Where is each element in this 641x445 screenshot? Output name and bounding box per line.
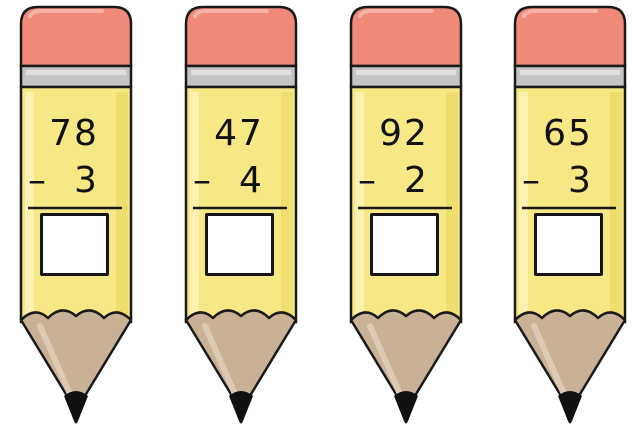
subtrahend: 2 — [404, 160, 427, 201]
subtrahend: 3 — [568, 160, 591, 201]
minus-sign: – — [522, 160, 540, 201]
answer-box[interactable] — [205, 213, 274, 276]
minus-sign: – — [193, 160, 211, 201]
minuend: 78 — [49, 113, 99, 154]
minuend: 65 — [543, 113, 593, 154]
answer-box[interactable] — [534, 213, 603, 276]
pencil-card-3: 92 – 2 — [342, 0, 470, 440]
minuend: 92 — [379, 113, 429, 154]
pencil-card-2: 47 – 4 — [177, 0, 305, 440]
answer-box[interactable] — [40, 213, 109, 276]
subtrahend: 4 — [239, 160, 262, 201]
minus-sign: – — [358, 160, 376, 201]
answer-box[interactable] — [370, 213, 439, 276]
subtrahend: 3 — [74, 160, 97, 201]
pencil-card-1: 78 – 3 — [12, 0, 140, 440]
minuend: 47 — [214, 113, 264, 154]
pencil-card-4: 65 – 3 — [506, 0, 634, 440]
minus-sign: – — [28, 160, 46, 201]
